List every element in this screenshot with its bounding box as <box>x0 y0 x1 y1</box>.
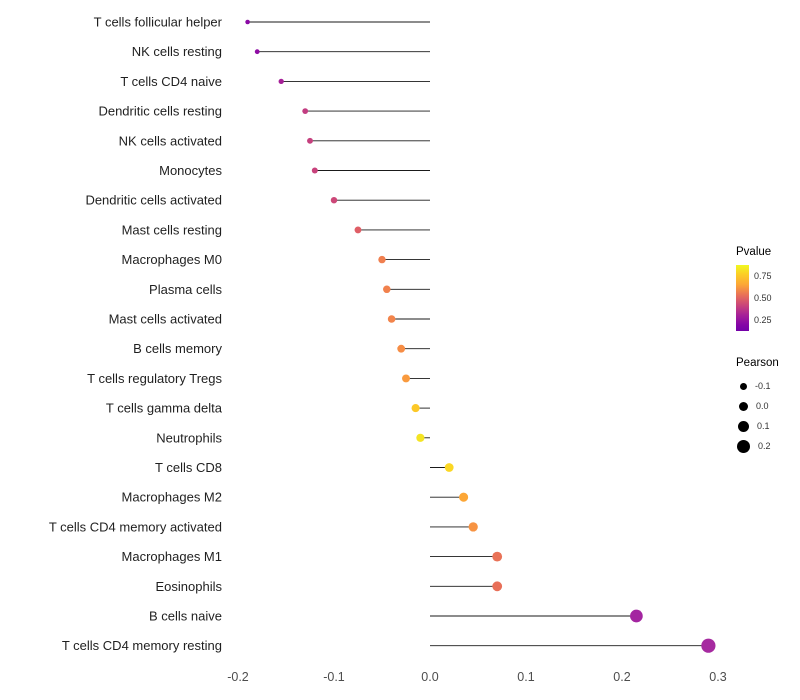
row-label: NK cells activated <box>119 133 222 148</box>
lollipop-dot <box>311 167 318 174</box>
lollipop-dot <box>397 344 406 353</box>
row-label: B cells memory <box>133 341 222 356</box>
pvalue-tick-label: 0.75 <box>754 271 772 281</box>
row-label: NK cells resting <box>132 44 222 59</box>
row-label: T cells CD8 <box>155 460 222 475</box>
row-label: Mast cells resting <box>122 222 222 237</box>
row-label: Mast cells activated <box>109 312 222 327</box>
x-axis-tick-label: -0.1 <box>323 670 345 684</box>
size-dot-icon <box>738 420 749 432</box>
pvalue-legend: Pvalue 0.75 0.50 0.25 <box>736 246 798 331</box>
pearson-size-label: -0.1 <box>755 381 771 391</box>
lollipop-dot <box>701 638 716 653</box>
lollipop-dot <box>444 463 454 472</box>
size-dot-icon <box>740 382 747 390</box>
lollipop-dot <box>459 492 469 502</box>
lollipop-dot <box>254 49 260 55</box>
row-label: Macrophages M2 <box>122 490 222 505</box>
pearson-size-item: -0.1 <box>736 376 798 396</box>
row-label: T cells CD4 memory activated <box>49 519 222 534</box>
lollipop-dot <box>402 374 410 383</box>
pearson-size-label: 0.1 <box>757 421 770 431</box>
lollipop-dot <box>330 197 338 204</box>
x-axis-tick-label: 0.1 <box>517 670 534 684</box>
lollipop-dot <box>245 19 250 25</box>
row-label: Eosinophils <box>156 579 223 594</box>
legend-panel: Pvalue 0.75 0.50 0.25 Pearson -0.1 0.0 0… <box>736 246 798 456</box>
pvalue-tick-label: 0.25 <box>754 315 772 325</box>
x-axis-tick-label: 0.2 <box>613 670 630 684</box>
pearson-legend-title: Pearson <box>736 357 779 369</box>
row-label: Macrophages M1 <box>122 549 222 564</box>
lollipop-dot <box>468 522 478 532</box>
row-label: T cells follicular helper <box>94 15 223 30</box>
pearson-size-item: 0.0 <box>736 396 798 416</box>
pvalue-gradient-bar <box>736 265 749 331</box>
row-label: Neutrophils <box>156 430 222 445</box>
row-label: Monocytes <box>159 163 222 178</box>
lollipop-dot <box>411 404 420 413</box>
lollipop-dot <box>278 78 284 85</box>
pvalue-tick-label: 0.50 <box>754 293 772 303</box>
row-label: T cells CD4 naive <box>120 74 222 89</box>
row-label: Macrophages M0 <box>122 252 222 267</box>
lollipop-dot <box>416 433 425 442</box>
x-axis-tick-label: -0.2 <box>227 670 249 684</box>
row-label: B cells naive <box>149 609 222 624</box>
lollipop-dot <box>354 226 362 234</box>
row-label: Dendritic cells resting <box>98 104 222 119</box>
pearson-legend: Pearson -0.1 0.0 0.1 0.2 <box>736 357 798 456</box>
row-label: Plasma cells <box>149 282 222 297</box>
row-label: Dendritic cells activated <box>85 193 222 208</box>
pearson-size-item: 0.1 <box>736 416 798 436</box>
lollipop-dot <box>383 285 391 294</box>
pearson-size-item: 0.2 <box>736 436 798 456</box>
lollipop-dot <box>492 581 503 592</box>
lollipop-dot <box>630 609 643 623</box>
lollipop-dot <box>302 108 309 114</box>
pearson-size-label: 0.2 <box>758 441 771 451</box>
pvalue-legend-title: Pvalue <box>736 246 772 258</box>
size-dot-icon <box>737 439 750 453</box>
lollipop-dot <box>378 255 386 264</box>
size-dot-icon <box>739 401 748 411</box>
x-axis-tick-label: 0.0 <box>421 670 438 684</box>
lollipop-dot <box>387 315 396 323</box>
row-label: T cells CD4 memory resting <box>62 638 222 653</box>
lollipop-dot <box>492 551 503 562</box>
lollipop-dot <box>307 137 313 144</box>
pearson-size-label: 0.0 <box>756 401 769 411</box>
row-label: T cells gamma delta <box>106 401 223 416</box>
row-label: T cells regulatory Tregs <box>87 371 222 386</box>
pvalue-gradient-wrap: 0.75 0.50 0.25 <box>736 265 798 331</box>
x-axis-tick-label: 0.3 <box>709 670 726 684</box>
